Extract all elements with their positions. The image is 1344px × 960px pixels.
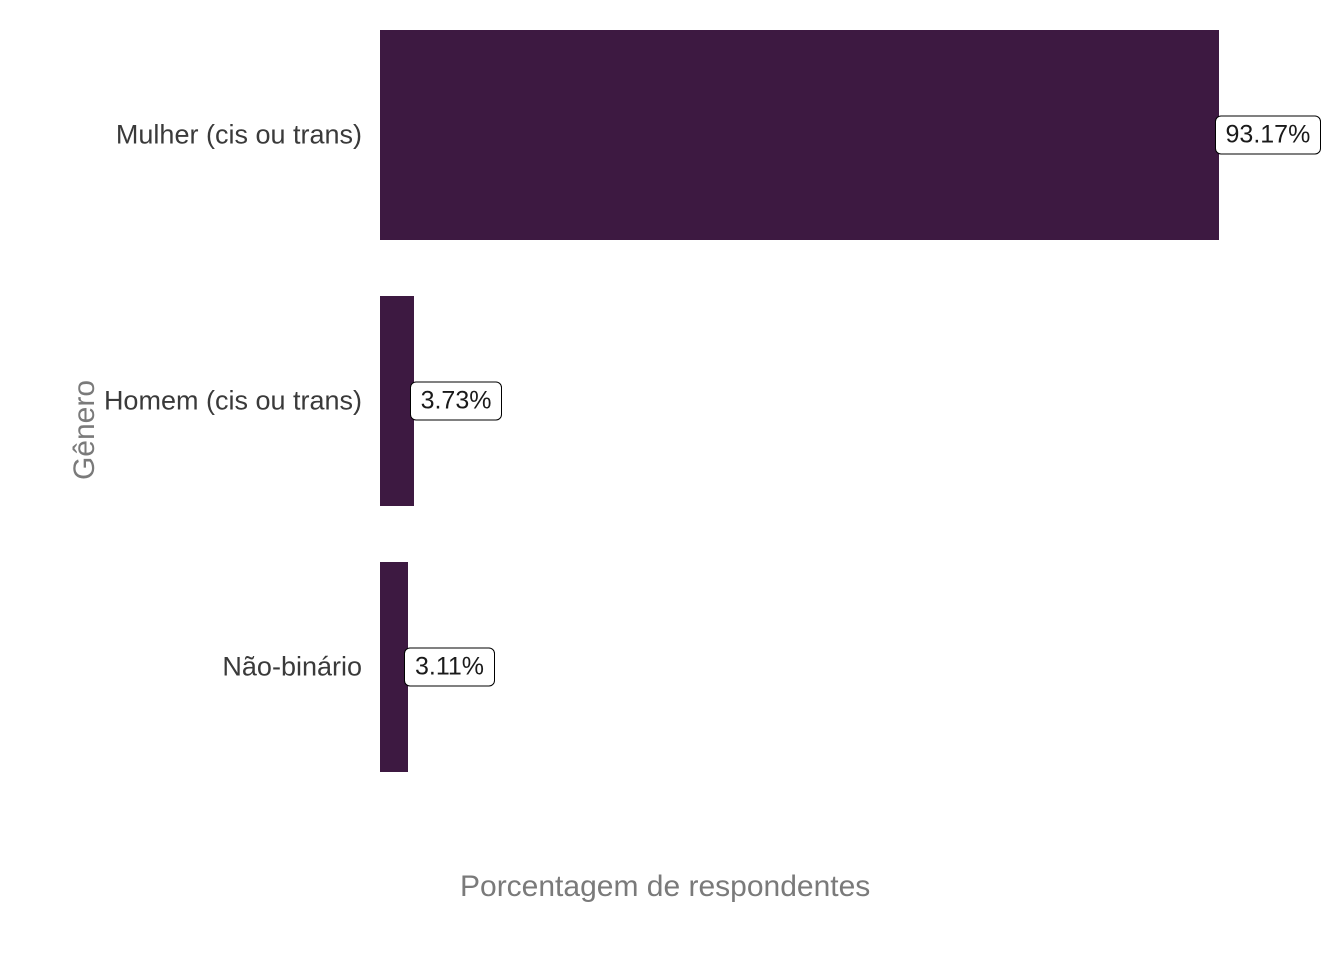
x-axis-label: Porcentagem de respondentes (460, 870, 870, 904)
bar (380, 30, 1219, 240)
category-label: Mulher (cis ou trans) (116, 120, 380, 151)
bar-row: Homem (cis ou trans) 3.73% (380, 296, 1280, 506)
chart-container: Gênero Porcentagem de respondentes Mulhe… (0, 0, 1344, 960)
bar-row: Mulher (cis ou trans) 93.17% (380, 30, 1280, 240)
category-label: Homem (cis ou trans) (104, 386, 380, 417)
value-label: 3.11% (404, 648, 495, 687)
bar-row: Não-binário 3.11% (380, 562, 1280, 772)
plot-area: Mulher (cis ou trans) 93.17% Homem (cis … (380, 30, 1280, 830)
value-label: 93.17% (1215, 116, 1322, 155)
y-axis-label: Gênero (68, 380, 102, 480)
category-label: Não-binário (222, 652, 380, 683)
bar (380, 296, 414, 506)
value-label: 3.73% (410, 382, 503, 421)
